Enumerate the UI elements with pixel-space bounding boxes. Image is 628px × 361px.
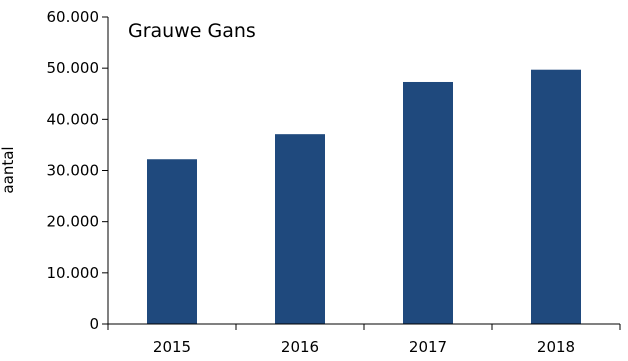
y-tick-label: 0 <box>89 315 99 333</box>
y-tick-label: 50.000 <box>47 59 100 77</box>
plot-area: 0 10.000 20.000 30.000 40.000 50.000 60.000 20… <box>47 8 621 356</box>
y-tick-label: 10.000 <box>47 264 100 282</box>
y-axis-ticks: 0 10.000 20.000 30.000 40.000 50.000 60.000 <box>47 8 108 333</box>
bar-2017 <box>403 81 453 325</box>
x-tick-label: 2015 <box>153 338 191 356</box>
y-tick-label: 60.000 <box>47 8 100 26</box>
x-tick-label: 2017 <box>409 338 447 356</box>
chart-title: Grauwe Gans <box>128 20 256 42</box>
x-tick-label: 2018 <box>537 338 575 356</box>
bar-2018 <box>531 69 581 325</box>
x-axis-ticks: 2015 2016 2017 2018 <box>107 324 621 356</box>
bar-2015 <box>147 159 197 324</box>
x-tick-label: 2016 <box>281 338 319 356</box>
y-tick-label: 30.000 <box>47 162 100 180</box>
y-tick-label: 40.000 <box>47 110 100 128</box>
y-axis-title: aantal <box>0 146 17 193</box>
bar-2016 <box>275 134 325 324</box>
bars-group <box>147 69 581 325</box>
y-tick-label: 20.000 <box>47 213 100 231</box>
